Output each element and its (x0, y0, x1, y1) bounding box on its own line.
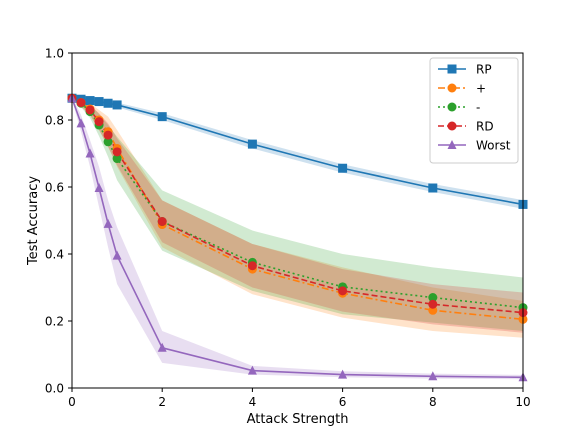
legend-label-series1: + (476, 82, 486, 96)
y-axis-ticks: 0.0 0.2 0.4 0.6 0.8 1.0 (45, 47, 72, 396)
point-series2-5 (112, 154, 122, 164)
point-rp-2 (85, 96, 95, 106)
legend-marker-rp (447, 64, 457, 74)
point-rp-3 (94, 97, 104, 107)
band-rd (72, 96, 523, 333)
point-worst-7 (247, 365, 257, 375)
point-worst-4 (103, 218, 113, 228)
band-series2 (72, 96, 523, 332)
point-rd-4 (103, 130, 113, 140)
point-worst-5 (112, 250, 122, 260)
y-tick-label: 1.0 (45, 47, 64, 61)
point-rp-5 (112, 100, 122, 110)
x-tick-label: 0 (68, 395, 76, 409)
y-tick-label: 0.6 (45, 181, 64, 195)
point-rp-8 (338, 163, 348, 173)
point-rd-5 (112, 147, 122, 157)
band-rp (72, 96, 523, 209)
legend-marker-rd (447, 121, 457, 131)
y-tick-label: 0.8 (45, 114, 64, 128)
point-rp-9 (428, 183, 438, 193)
point-rd-2 (85, 105, 95, 115)
y-tick-label: 0.0 (45, 382, 64, 396)
legend-marker-series1 (447, 83, 457, 93)
point-worst-2 (85, 148, 95, 158)
point-rd-7 (247, 261, 257, 271)
point-rd-6 (157, 217, 167, 227)
x-tick-label: 10 (515, 395, 530, 409)
point-rd-8 (338, 286, 348, 296)
legend-label-rp: RP (476, 63, 492, 77)
x-axis-label: Attack Strength (247, 412, 349, 427)
point-series2-9 (428, 293, 438, 303)
point-rp-7 (247, 139, 257, 149)
legend: RP + - RD Worst (429, 57, 519, 164)
legend-label-worst: Worst (476, 139, 511, 153)
point-worst-3 (94, 183, 104, 193)
y-tick-label: 0.4 (45, 248, 64, 262)
y-axis-label: Test Accuracy (26, 176, 41, 266)
point-worst-6 (157, 342, 167, 352)
point-rp-6 (157, 112, 167, 122)
point-rd-3 (94, 117, 104, 127)
legend-label-rd: RD (476, 120, 494, 134)
point-worst-8 (338, 369, 348, 379)
legend-marker-series2 (447, 102, 457, 112)
point-worst-9 (428, 371, 438, 381)
point-rp-4 (103, 98, 113, 108)
point-series2-4 (103, 137, 113, 147)
line-rd (71, 97, 524, 314)
legend-marker-worst (447, 140, 457, 149)
point-rd-1 (76, 98, 86, 108)
x-axis-ticks: 0 2 4 6 8 10 (68, 388, 531, 409)
plot-frame (71, 52, 524, 389)
x-tick-label: 2 (158, 395, 166, 409)
y-tick-label: 0.2 (45, 315, 64, 329)
x-tick-label: 8 (429, 395, 437, 409)
x-tick-label: 6 (339, 395, 347, 409)
point-worst-1 (76, 118, 86, 128)
point-rd-9 (428, 299, 438, 309)
legend-label-series2: - (476, 101, 480, 115)
x-tick-label: 4 (249, 395, 257, 409)
